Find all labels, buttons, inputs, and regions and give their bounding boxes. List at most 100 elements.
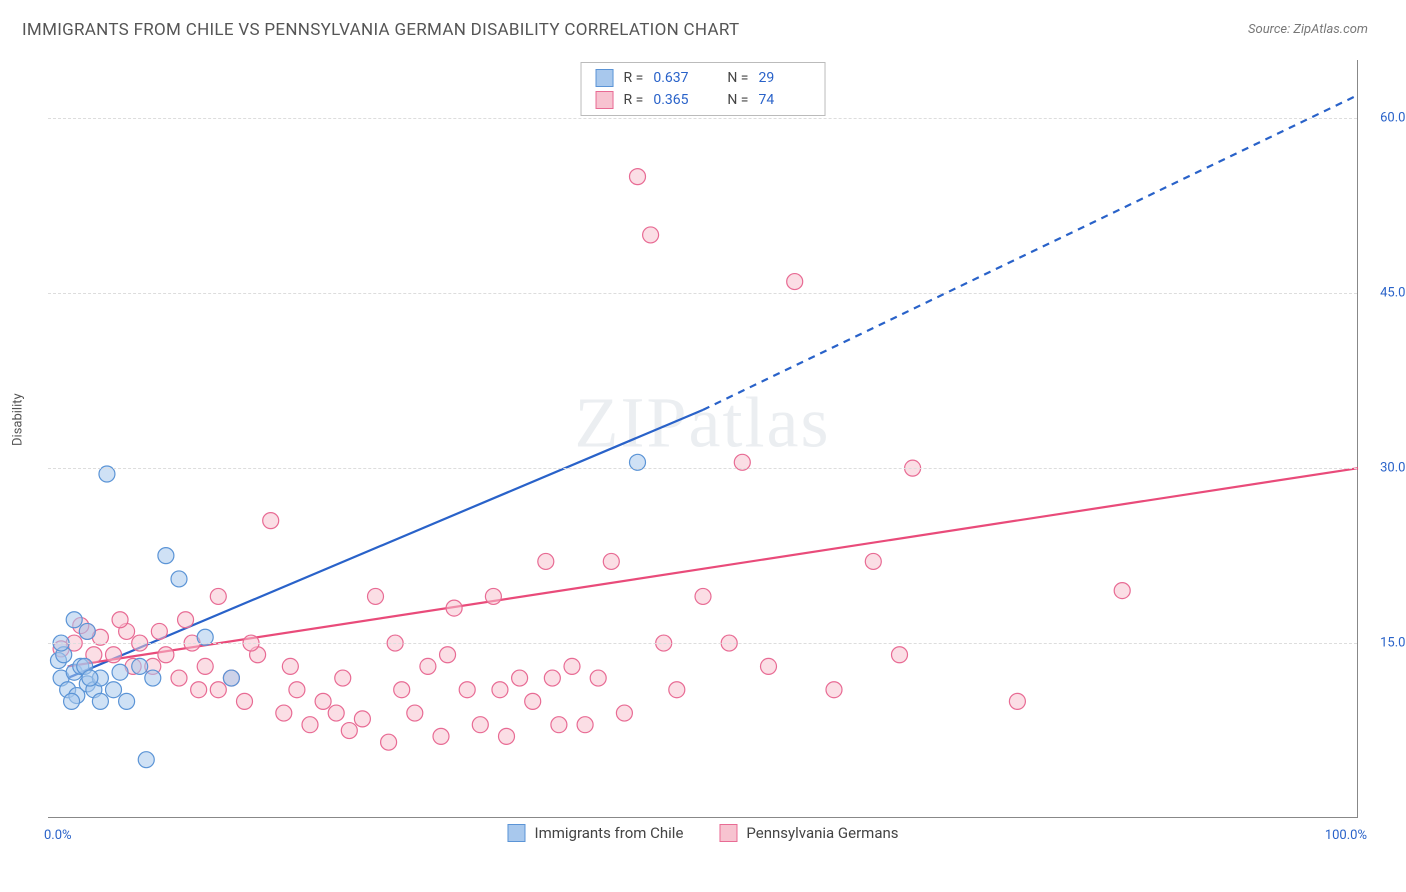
chile-point bbox=[171, 571, 187, 587]
gridline bbox=[48, 643, 1357, 644]
gridline bbox=[48, 468, 1357, 469]
chile-point bbox=[66, 612, 82, 628]
penn-point bbox=[289, 682, 305, 698]
chile-point bbox=[158, 548, 174, 564]
chile-series-name: Immigrants from Chile bbox=[534, 824, 683, 842]
gridline bbox=[48, 293, 1357, 294]
penn-point bbox=[341, 723, 357, 739]
penn-point bbox=[472, 717, 488, 733]
chile-point bbox=[79, 623, 95, 639]
penn-point bbox=[551, 717, 567, 733]
penn-point bbox=[178, 612, 194, 628]
legend-item-penn: Pennsylvania Germans bbox=[719, 824, 898, 842]
chile-point bbox=[106, 682, 122, 698]
penn-point bbox=[603, 553, 619, 569]
penn-point bbox=[616, 705, 632, 721]
chart-plot-area: ZIPatlas 0.0% 100.0% 15.0%30.0%45.0%60.0… bbox=[48, 60, 1358, 818]
chile-swatch-icon bbox=[596, 69, 614, 87]
gridline-label: 45.0% bbox=[1380, 286, 1406, 301]
penn-point bbox=[525, 693, 541, 709]
penn-point bbox=[499, 728, 515, 744]
penn-point bbox=[276, 705, 292, 721]
penn-point bbox=[191, 682, 207, 698]
source-attribution: Source: ZipAtlas.com bbox=[1248, 22, 1368, 37]
chile-n-value: 29 bbox=[758, 70, 810, 86]
penn-point bbox=[865, 553, 881, 569]
penn-point bbox=[1009, 693, 1025, 709]
penn-point bbox=[485, 588, 501, 604]
penn-point bbox=[544, 670, 560, 686]
penn-point bbox=[826, 682, 842, 698]
penn-point bbox=[263, 513, 279, 529]
penn-swatch-icon bbox=[596, 91, 614, 109]
r-label: R = bbox=[624, 92, 644, 108]
penn-point bbox=[394, 682, 410, 698]
penn-point bbox=[282, 658, 298, 674]
penn-point bbox=[787, 274, 803, 290]
penn-point bbox=[492, 682, 508, 698]
chile-point bbox=[138, 752, 154, 768]
penn-point bbox=[354, 711, 370, 727]
penn-point bbox=[643, 227, 659, 243]
r-label: R = bbox=[624, 70, 644, 86]
chile-r-value: 0.637 bbox=[653, 70, 705, 86]
penn-point bbox=[420, 658, 436, 674]
penn-point bbox=[158, 647, 174, 663]
penn-point bbox=[433, 728, 449, 744]
penn-r-value: 0.365 bbox=[653, 92, 705, 108]
penn-point bbox=[538, 553, 554, 569]
chile-point bbox=[112, 664, 128, 680]
n-label: N = bbox=[727, 92, 748, 108]
penn-point bbox=[328, 705, 344, 721]
chile-point bbox=[145, 670, 161, 686]
chile-point bbox=[82, 670, 98, 686]
correlation-legend: R = 0.637 N = 29 R = 0.365 N = 74 bbox=[581, 62, 826, 116]
penn-point bbox=[171, 670, 187, 686]
penn-point bbox=[892, 647, 908, 663]
penn-point bbox=[381, 734, 397, 750]
penn-point bbox=[112, 612, 128, 628]
penn-point bbox=[368, 588, 384, 604]
penn-regression-line bbox=[68, 468, 1358, 666]
penn-point bbox=[210, 682, 226, 698]
penn-n-value: 74 bbox=[758, 92, 810, 108]
penn-point bbox=[459, 682, 475, 698]
penn-point bbox=[335, 670, 351, 686]
chile-point bbox=[64, 693, 80, 709]
legend-row-chile: R = 0.637 N = 29 bbox=[596, 67, 811, 89]
gridline-label: 15.0% bbox=[1380, 636, 1406, 651]
chile-point bbox=[119, 693, 135, 709]
penn-point bbox=[302, 717, 318, 733]
penn-point bbox=[407, 705, 423, 721]
penn-point bbox=[210, 588, 226, 604]
penn-series-name: Pennsylvania Germans bbox=[746, 824, 898, 842]
chile-swatch-icon bbox=[507, 824, 525, 842]
chile-regression-dashed bbox=[703, 95, 1358, 410]
x-axis-min-label: 0.0% bbox=[44, 828, 72, 843]
chart-title: IMMIGRANTS FROM CHILE VS PENNSYLVANIA GE… bbox=[22, 20, 739, 40]
penn-point bbox=[590, 670, 606, 686]
chile-point bbox=[92, 693, 108, 709]
chart-svg bbox=[48, 60, 1357, 817]
penn-point bbox=[197, 658, 213, 674]
legend-item-chile: Immigrants from Chile bbox=[507, 824, 683, 842]
penn-point bbox=[564, 658, 580, 674]
y-axis-label: Disability bbox=[11, 393, 26, 446]
gridline-label: 30.0% bbox=[1380, 461, 1406, 476]
x-axis-max-label: 100.0% bbox=[1325, 828, 1367, 843]
gridline-label: 60.0% bbox=[1380, 111, 1406, 126]
series-legend: Immigrants from Chile Pennsylvania German… bbox=[507, 824, 898, 842]
penn-point bbox=[669, 682, 685, 698]
penn-point bbox=[630, 169, 646, 185]
penn-point bbox=[577, 717, 593, 733]
n-label: N = bbox=[727, 70, 748, 86]
penn-point bbox=[446, 600, 462, 616]
penn-point bbox=[512, 670, 528, 686]
penn-point bbox=[237, 693, 253, 709]
penn-point bbox=[151, 623, 167, 639]
gridline bbox=[48, 118, 1357, 119]
penn-point bbox=[440, 647, 456, 663]
chile-point bbox=[132, 658, 148, 674]
penn-point bbox=[315, 693, 331, 709]
penn-point bbox=[1114, 583, 1130, 599]
